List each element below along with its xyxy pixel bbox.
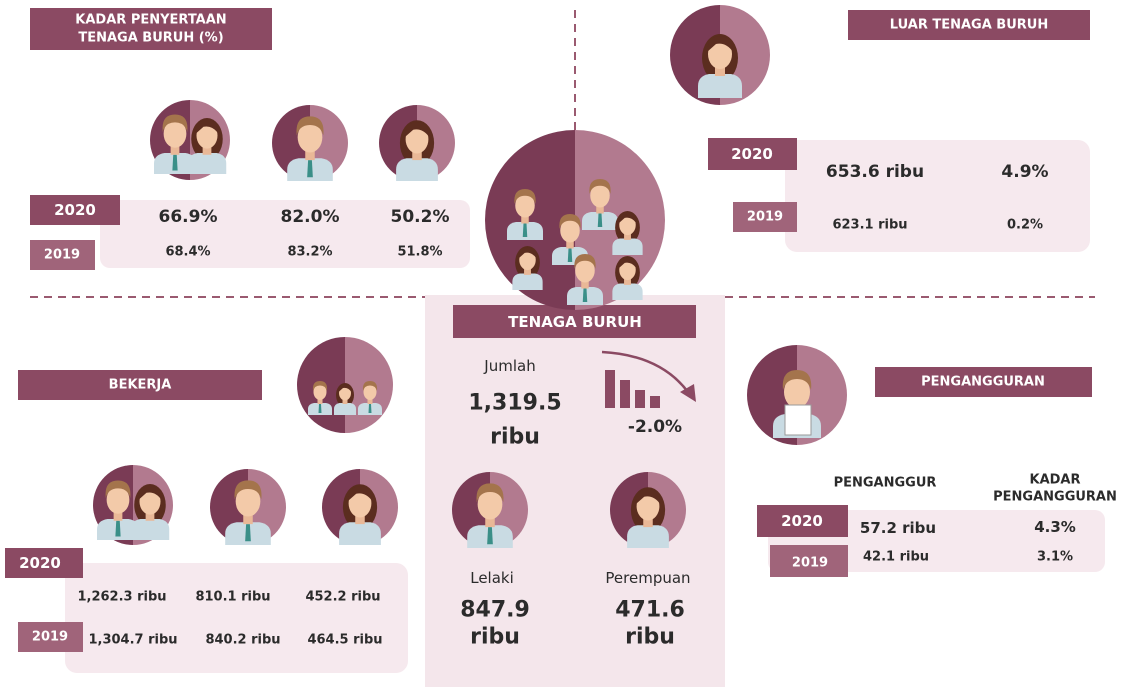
- icons: [93, 5, 847, 548]
- year-tab: [733, 202, 797, 232]
- banner: [18, 370, 262, 400]
- change: -2.0%: [627, 417, 683, 437]
- bar-icon: [605, 370, 615, 408]
- decline-icon: [601, 350, 696, 408]
- label: Perempuan: [605, 569, 691, 587]
- year-tabs-2019: [18, 202, 848, 652]
- panel: [768, 510, 1105, 572]
- dividers: [30, 10, 1095, 298]
- panel: [100, 200, 470, 268]
- value: 57.2 ribu: [859, 519, 937, 537]
- value: 4.3%: [1034, 518, 1076, 536]
- value: 810.1 ribu: [195, 589, 271, 605]
- label: Lelaki: [470, 569, 514, 587]
- title: TENAGA BURUH: [508, 313, 642, 331]
- value: 66.9%: [158, 207, 218, 227]
- header: PENGANGGURAN: [993, 489, 1117, 505]
- title: TENAGA BURUH (%): [78, 30, 224, 46]
- unit: ribu: [625, 624, 675, 650]
- header: PENGANGGUR: [833, 475, 937, 491]
- year: 2020: [54, 201, 96, 219]
- value: 1,304.7 ribu: [88, 632, 178, 648]
- year: 2020: [781, 512, 823, 530]
- value: 1,262.3 ribu: [77, 589, 167, 605]
- bar-icon: [650, 396, 660, 408]
- arrow: [601, 350, 689, 393]
- year: 2020: [731, 145, 773, 163]
- value: 82.0%: [280, 207, 340, 227]
- value: 471.6: [615, 597, 685, 623]
- value: 42.1 ribu: [862, 549, 930, 565]
- year-tab: [30, 240, 95, 270]
- value: 51.8%: [397, 244, 443, 260]
- bar-icon: [620, 380, 630, 408]
- banners: [5, 8, 1092, 578]
- value: 50.2%: [390, 207, 450, 227]
- value: 653.6 ribu: [825, 162, 925, 182]
- year-tab: [30, 195, 120, 225]
- value: 623.1 ribu: [832, 217, 908, 233]
- title: PENGANGGURAN: [921, 374, 1045, 390]
- value: 4.9%: [1001, 162, 1049, 182]
- unit: ribu: [470, 624, 520, 650]
- year-tab: [757, 505, 848, 537]
- value: 464.5 ribu: [307, 632, 383, 648]
- panel: [785, 140, 1090, 252]
- value: 3.1%: [1036, 549, 1074, 565]
- value: 0.2%: [1006, 217, 1044, 233]
- year: 2020: [19, 554, 61, 572]
- value: 840.2 ribu: [205, 632, 281, 648]
- title: LUAR TENAGA BURUH: [889, 17, 1049, 33]
- year-tab: [770, 545, 848, 577]
- banner: [453, 305, 696, 338]
- year: 2019: [43, 247, 81, 263]
- banner: [875, 367, 1092, 397]
- year: 2019: [31, 629, 69, 645]
- value: 452.2 ribu: [305, 589, 381, 605]
- year-tab: [5, 548, 83, 578]
- year: 2019: [746, 209, 784, 225]
- paper: [784, 404, 812, 436]
- arrow-head: [680, 384, 696, 402]
- year-tab: [18, 622, 83, 652]
- title: BEKERJA: [108, 377, 172, 393]
- label: Jumlah: [484, 357, 536, 375]
- header: KADAR: [1029, 472, 1081, 488]
- value: 847.9: [460, 597, 530, 623]
- value: 83.2%: [287, 244, 333, 260]
- panel: [65, 563, 408, 673]
- banner: [30, 8, 272, 50]
- title: KADAR PENYERTAAN: [75, 12, 227, 28]
- value: 68.4%: [165, 244, 211, 260]
- year-tab: [708, 138, 797, 170]
- unit: ribu: [490, 424, 540, 450]
- year: 2019: [791, 555, 829, 571]
- value: 1,319.5: [468, 390, 562, 416]
- banner: [848, 10, 1090, 40]
- bar-icon: [635, 390, 645, 408]
